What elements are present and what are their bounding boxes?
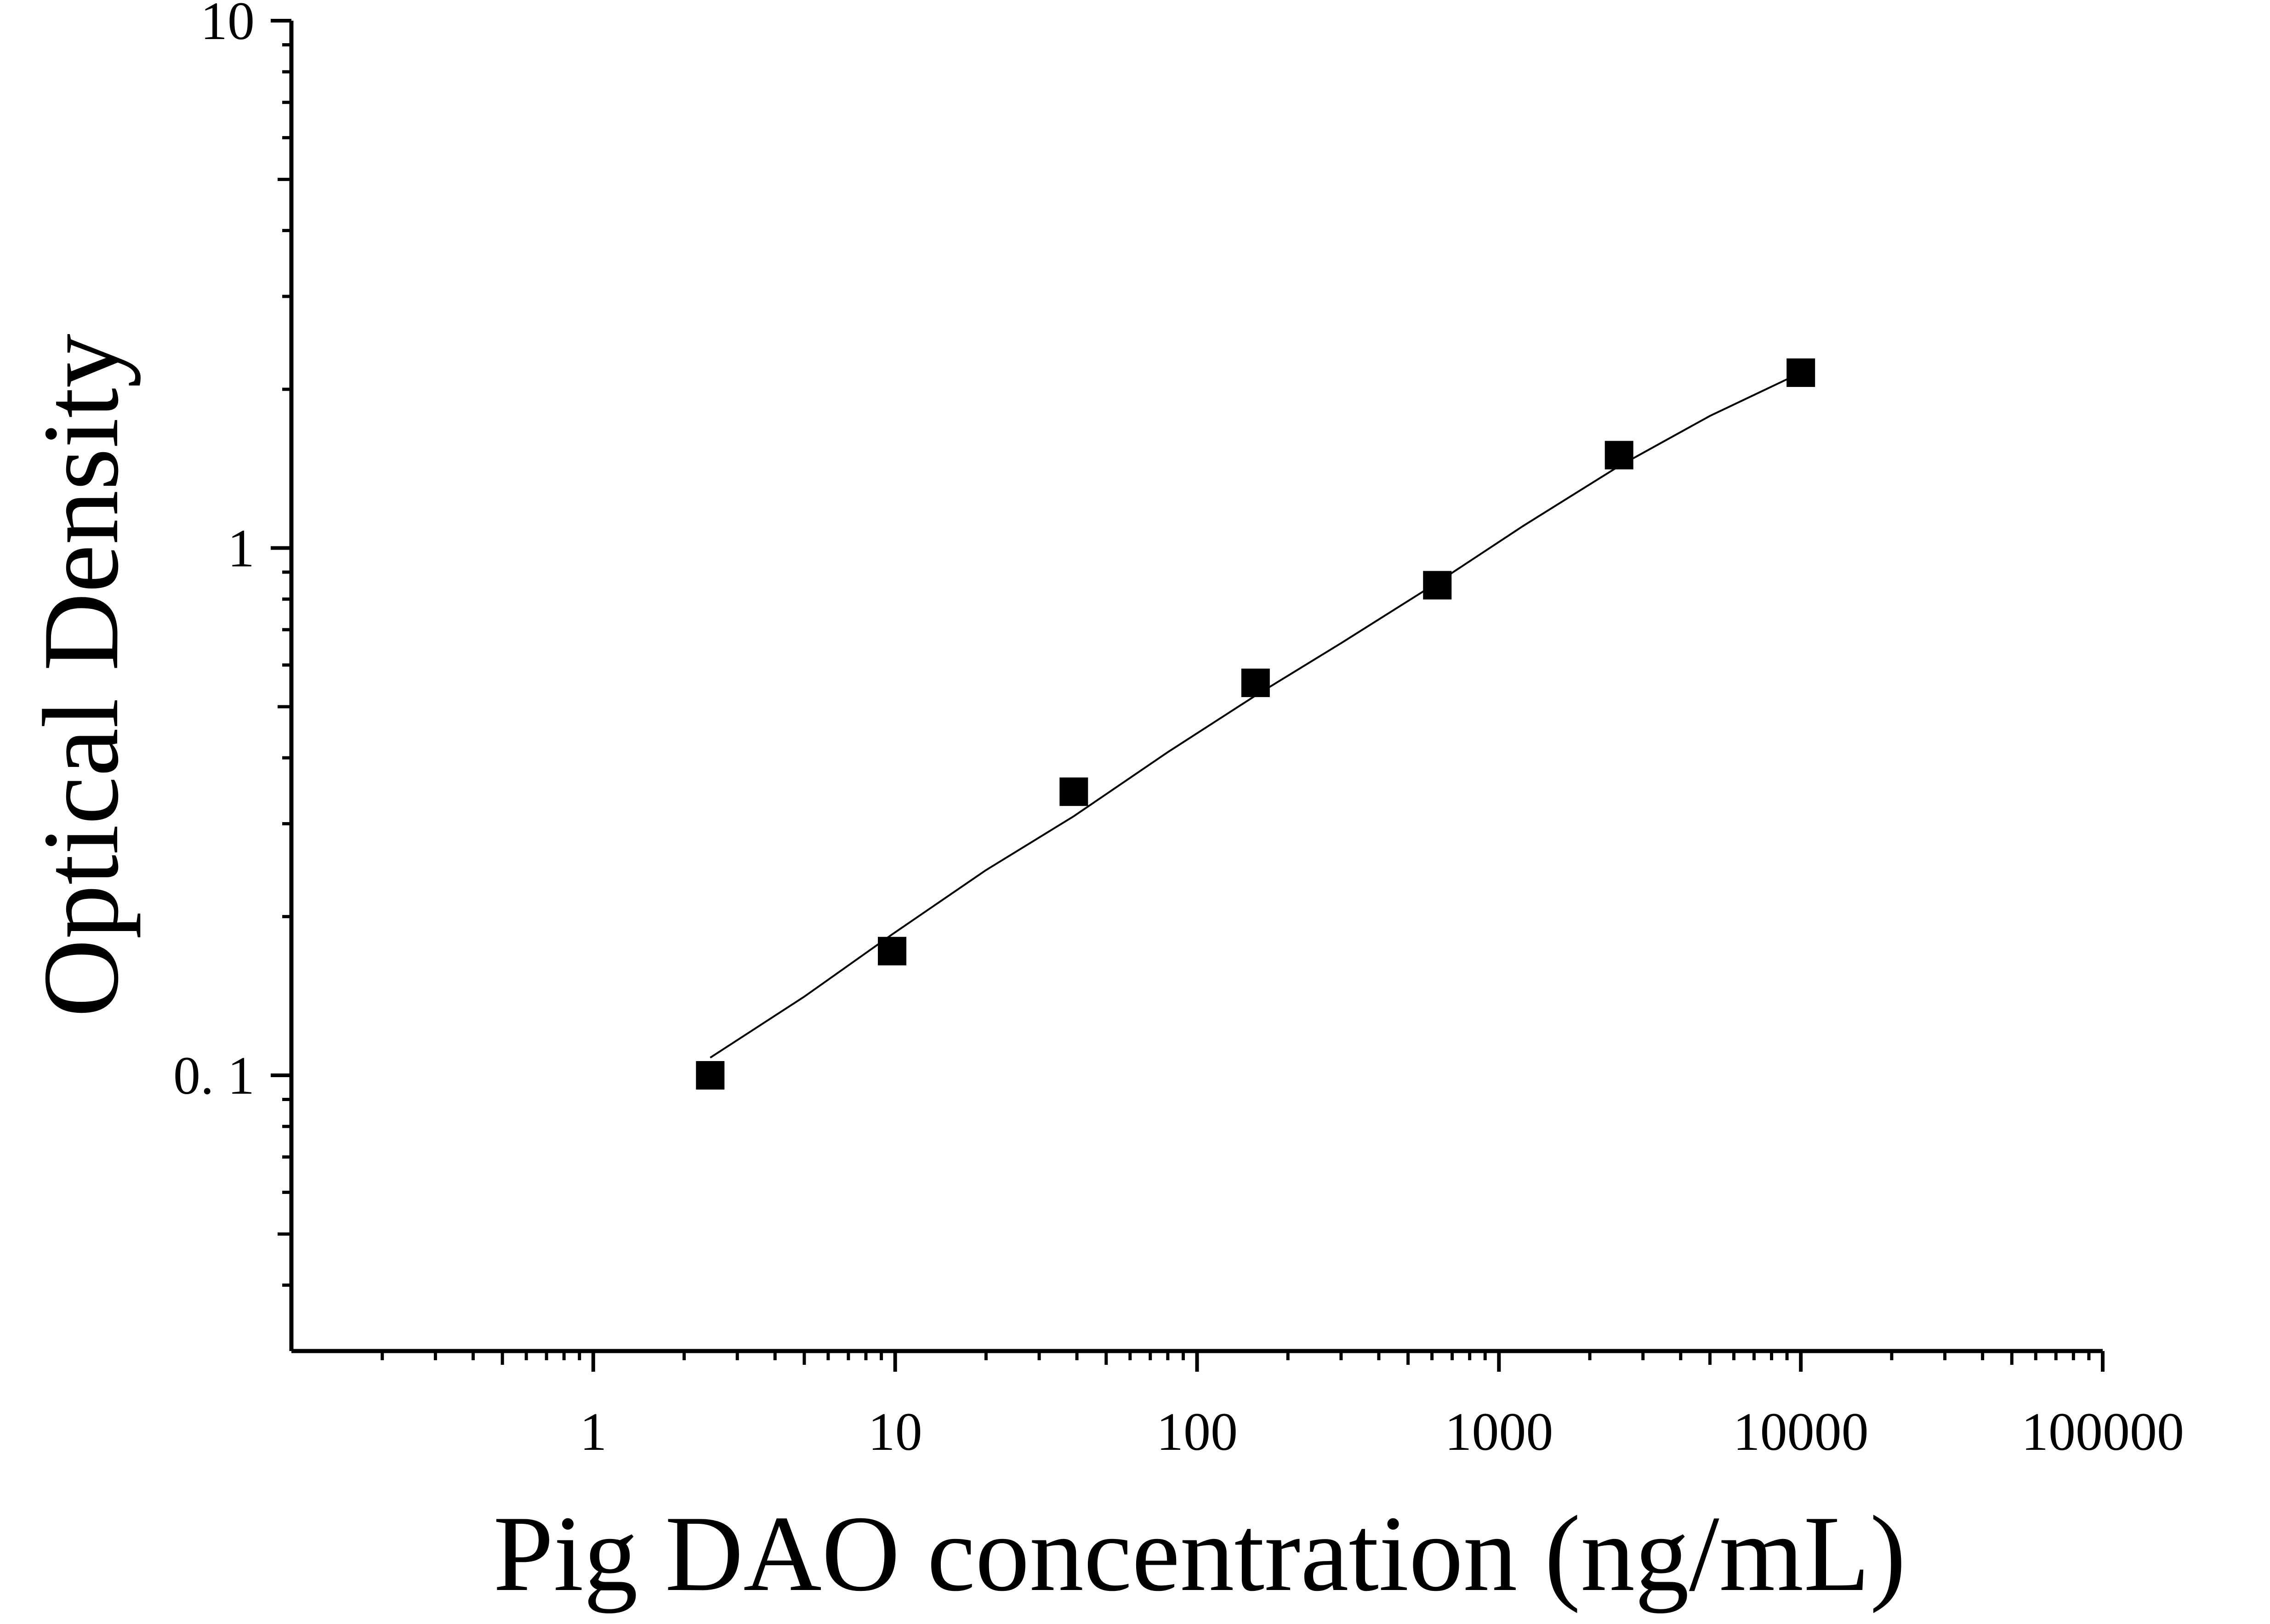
fit-curve-line (710, 372, 1802, 1059)
x-tick-label: 10000 (1733, 1402, 1869, 1462)
axes (289, 21, 2103, 1353)
y-axis-label: Optical Density (21, 334, 141, 1017)
y-tick-label: 10 (200, 0, 255, 51)
x-tick-label: 1 (580, 1402, 607, 1462)
y-tick-label: 1 (228, 518, 255, 578)
data-point (696, 1061, 725, 1090)
data-point (1423, 571, 1452, 600)
tick-labels: 1 10 100 1000 10000 100000 0. 1 1 10 (173, 0, 2184, 1462)
data-point (1241, 668, 1270, 697)
x-axis-label: Pig DAO concentration (ng/mL) (493, 1494, 1906, 1614)
x-tick-label: 100000 (2021, 1402, 2184, 1462)
x-tick-label: 100 (1156, 1402, 1238, 1462)
ticks (271, 19, 2105, 1372)
data-point (1786, 358, 1815, 387)
x-tick-label: 1000 (1445, 1402, 1553, 1462)
x-tick-label: 10 (868, 1402, 922, 1462)
data-point (878, 937, 907, 965)
y-tick-label: 0. 1 (173, 1045, 255, 1106)
data-point (1604, 441, 1633, 470)
fit-curve-layer (710, 372, 1802, 1059)
data-point (1059, 777, 1088, 806)
data-points (696, 358, 1815, 1090)
